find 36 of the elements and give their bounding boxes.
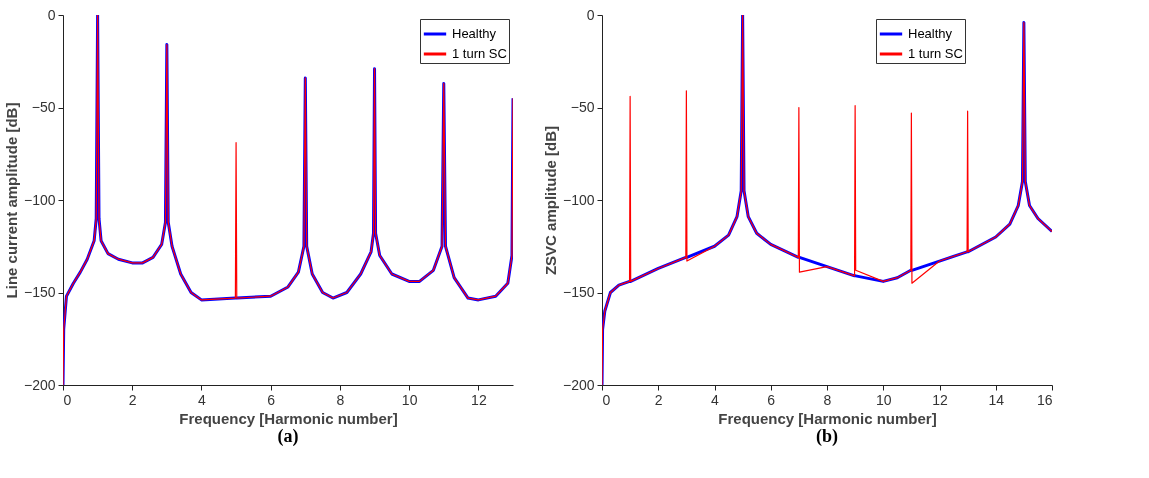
- y-tick-label: 0: [47, 6, 56, 23]
- y-tick-label: −150: [562, 284, 595, 300]
- y-tick-label: 0: [586, 6, 595, 23]
- legend-label: Healthy: [452, 26, 497, 41]
- x-tick-label: 4: [198, 391, 207, 408]
- x-axis-title: Frequency [Harmonic number]: [179, 409, 398, 427]
- x-tick-label: 2: [654, 391, 663, 408]
- legend-label: Healthy: [908, 26, 953, 41]
- y-tick-label: −50: [31, 99, 56, 115]
- x-tick-label: 0: [602, 391, 611, 408]
- x-tick-label: 12: [932, 391, 948, 408]
- x-tick-label: 4: [711, 391, 720, 408]
- text: (a): [277, 426, 299, 447]
- x-tick-label: 8: [336, 391, 345, 408]
- x-tick-label: 0: [63, 391, 72, 408]
- x-tick-label: 6: [767, 391, 776, 408]
- x-tick-label: 10: [401, 391, 418, 408]
- legend-label: 1 turn SC: [908, 46, 963, 61]
- x-tick-label: 10: [875, 391, 892, 408]
- y-tick-label: −150: [23, 284, 56, 300]
- y-axis-title: ZSVC amplitude [dB]: [541, 125, 559, 276]
- x-axis-title: Frequency [Harmonic number]: [718, 409, 937, 427]
- y-tick-label: −50: [570, 99, 595, 115]
- x-tick-label: 2: [128, 391, 137, 408]
- y-tick-label: −100: [562, 191, 595, 208]
- x-tick-label: 14: [988, 391, 1005, 408]
- x-tick-label: 8: [823, 391, 832, 408]
- y-tick-label: −100: [23, 191, 56, 208]
- text: (b): [816, 426, 838, 447]
- legend-label: 1 turn SC: [452, 46, 507, 61]
- x-tick-label: 12: [471, 391, 487, 408]
- x-tick-label: 6: [267, 391, 276, 408]
- y-axis-title: Line current amplitude [dB]: [2, 102, 20, 299]
- x-tick-label: 16: [1036, 391, 1053, 408]
- y-tick-label: −200: [23, 376, 56, 393]
- y-tick-label: −200: [562, 376, 595, 393]
